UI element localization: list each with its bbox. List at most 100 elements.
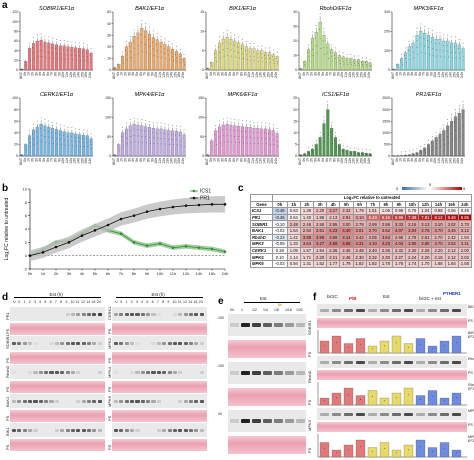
data-point: [63, 49, 64, 50]
data-point: [67, 54, 69, 56]
ponceau-stain-strip: [112, 380, 207, 393]
lane-label: 0: [120, 300, 123, 304]
heatmap-cell: 2.91: [339, 213, 354, 222]
data-point: [412, 153, 413, 155]
series-confidence-band: [30, 196, 225, 261]
data-point: [183, 62, 185, 63]
protein-band: [33, 399, 38, 403]
data-point: [331, 143, 333, 144]
protein-band: [86, 428, 92, 432]
data-point: [442, 45, 444, 46]
significance-mark: *: [413, 36, 415, 40]
significance-mark: *: [253, 121, 255, 125]
series-point: [171, 205, 175, 209]
dilution-blot-label: PS: [307, 351, 312, 357]
significance-mark: *: [168, 40, 170, 44]
y-tick-label: 20: [14, 143, 18, 147]
data-point: [365, 153, 366, 154]
significance-mark: *: [164, 37, 166, 41]
expression-bar: [355, 395, 366, 406]
x-tick-label: 4h: [317, 158, 321, 162]
data-point: [140, 34, 142, 35]
protein-band: [392, 412, 401, 416]
data-point: [348, 449, 349, 451]
x-tick-label: 16h: [363, 158, 367, 164]
heatmap-cell: 1.64: [444, 259, 459, 268]
data-point: [435, 49, 437, 51]
lane-label: 2: [130, 300, 133, 304]
data-point: [353, 151, 355, 153]
significance-mark: *: [149, 120, 151, 124]
heatmap-cell: 2.00: [457, 246, 473, 255]
heatmap-column-header: 14h: [431, 200, 446, 209]
x-tick-label: 24h: [367, 72, 371, 78]
series-point: [184, 204, 188, 207]
data-point: [215, 60, 217, 62]
significance-mark: *: [60, 39, 62, 43]
data-point: [137, 135, 139, 137]
y-tick-label: 40: [293, 10, 297, 14]
data-point: [21, 69, 23, 70]
significance-mark: *: [269, 47, 271, 51]
dilution-lane-label: 0h: [230, 308, 234, 312]
data-point: [393, 69, 395, 70]
protein-band: [199, 428, 204, 432]
heatmap-cell: 2.26: [418, 246, 433, 255]
data-point: [234, 50, 236, 52]
protein-band: [70, 341, 76, 345]
protein-band: [440, 360, 449, 364]
x-tick-label: 6h: [232, 158, 236, 162]
data-point: [384, 345, 385, 347]
panel-label-d: d: [2, 292, 9, 303]
heatmap-cell: 1.54: [286, 226, 301, 235]
significance-mark: *: [180, 48, 182, 52]
heatmap-cell: 0.28: [271, 246, 288, 255]
heatmap-cell: 5.43: [365, 213, 380, 222]
protein-band: [178, 341, 183, 345]
data-point: [394, 155, 395, 157]
x-tick-label: 1h: [41, 271, 45, 276]
expression-bar: [379, 397, 390, 406]
series-point: [41, 251, 45, 254]
protein-band: [130, 399, 135, 403]
data-point: [339, 150, 341, 152]
data-point: [254, 143, 256, 144]
protein-band: [114, 341, 119, 345]
data-point: [215, 57, 216, 58]
legend-gradient-red: [430, 187, 462, 190]
data-point: [273, 144, 275, 145]
lane-label: 9: [167, 300, 170, 304]
data-point: [60, 144, 62, 145]
protein-band: [97, 341, 102, 345]
data-point: [117, 64, 119, 66]
data-point: [176, 57, 177, 59]
expression-bar: [403, 444, 414, 458]
data-point: [122, 63, 124, 65]
data-point: [265, 58, 266, 60]
data-point: [71, 140, 73, 142]
data-point: [36, 45, 37, 46]
data-point: [253, 137, 255, 139]
heatmap-cell: -0.46: [271, 207, 288, 215]
protein-band: [12, 428, 17, 432]
data-point: [369, 153, 370, 155]
data-point: [427, 145, 429, 147]
x-tick-label: 24h: [460, 72, 464, 78]
significance-mark: *: [157, 122, 159, 126]
blot-strip: [10, 365, 105, 379]
data-point: [238, 52, 240, 53]
data-point: [242, 136, 243, 138]
heatmap-cell: 0.78: [405, 207, 420, 215]
significance-mark: *: [157, 32, 159, 36]
y-tick-label: 50: [107, 10, 111, 14]
data-point: [113, 67, 115, 69]
significance-mark: *: [265, 122, 267, 126]
blot-strip: [317, 356, 467, 368]
data-point: [249, 55, 251, 57]
x-tick-label: UNT: [205, 71, 209, 79]
x-tick-label: 7h: [143, 158, 147, 162]
significance-mark: *: [172, 43, 174, 47]
data-point: [249, 51, 250, 53]
x-tick-label: 3h: [127, 158, 131, 162]
